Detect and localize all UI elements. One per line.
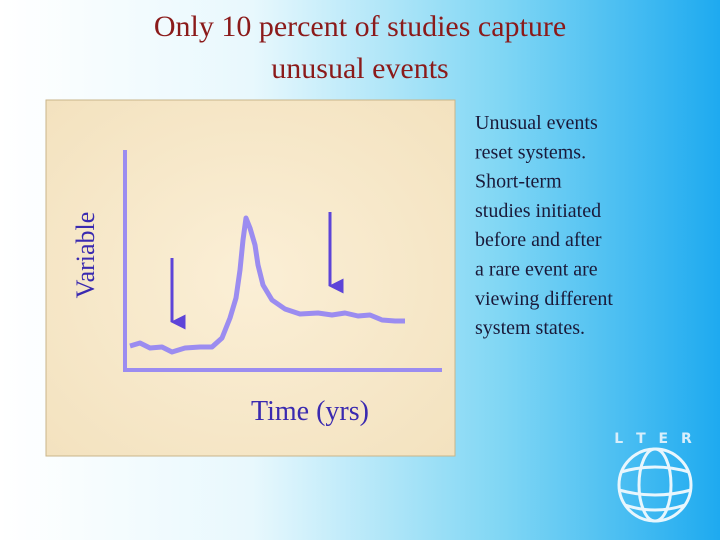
y-axis-label: Variable [71, 212, 100, 299]
side-text: Unusual events reset systems. Short-term st… [475, 112, 613, 339]
side-text-line: before and after [475, 229, 602, 251]
title-line: unusual events [271, 52, 448, 85]
side-text-line: system states. [475, 317, 585, 339]
diagram-panel [45, 99, 456, 457]
side-text-line: viewing different [475, 288, 613, 310]
logo-globe [617, 447, 693, 523]
logo: L T E R [614, 431, 695, 523]
x-axis-label: Time (yrs) [251, 396, 369, 427]
side-text-line: Unusual events [475, 112, 598, 134]
side-text-line: studies initiated [475, 200, 601, 222]
title-line: Only 10 percent of studies capture [154, 10, 566, 43]
side-text-line: a rare event are [475, 259, 598, 281]
curve [129, 215, 405, 355]
side-text-line: Short-term [475, 171, 562, 193]
side-text-line: reset systems. [475, 141, 586, 163]
logo-text: L T E R [614, 431, 695, 447]
